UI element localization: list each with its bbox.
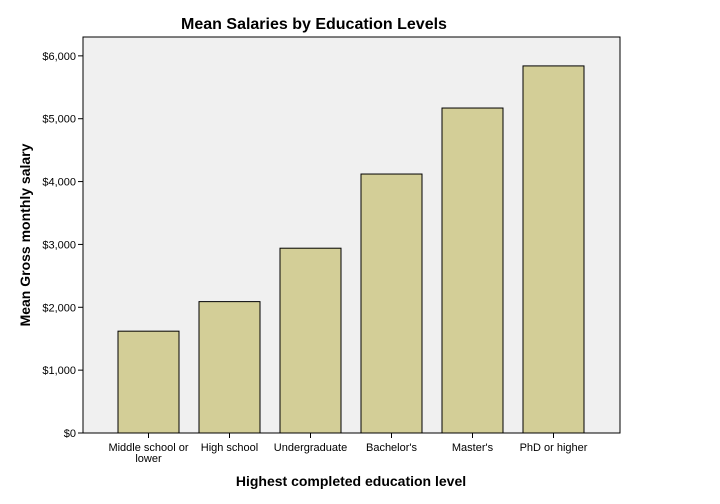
y-tick-label: $0 — [64, 428, 76, 440]
bar — [360, 173, 423, 434]
y-tick-label: $1,000 — [42, 365, 76, 377]
x-axis-label: Highest completed education level — [236, 473, 466, 489]
x-axis: Middle school or lower High school Undergra… — [108, 433, 588, 465]
y-tick-label: $4,000 — [42, 177, 76, 189]
y-tick-label: $6,000 — [42, 51, 76, 63]
bar — [198, 301, 261, 434]
x-tick-label: High school — [201, 442, 258, 454]
y-tick-label: $2,000 — [42, 302, 76, 314]
x-tick-label: Bachelor's — [366, 442, 418, 454]
bar — [522, 65, 585, 434]
y-tick-label: $5,000 — [42, 114, 76, 126]
y-axis: $0 $1,000 $2,000 $3,000 $4,000 $5,000 $6,000 — [42, 51, 83, 440]
bar — [279, 247, 342, 434]
chart-title: Mean Salaries by Education Levels — [181, 16, 447, 33]
x-tick-label: Undergraduate — [274, 442, 347, 454]
x-tick-label: Master's — [452, 442, 494, 454]
bar — [441, 107, 504, 434]
bars — [117, 65, 585, 434]
y-tick-label: $3,000 — [42, 239, 76, 251]
y-axis-label: Mean Gross monthly salary — [17, 143, 33, 326]
x-tick-label: PhD or higher — [520, 442, 588, 454]
x-tick-label: Middle school or lower — [108, 442, 188, 465]
bar — [117, 330, 180, 434]
